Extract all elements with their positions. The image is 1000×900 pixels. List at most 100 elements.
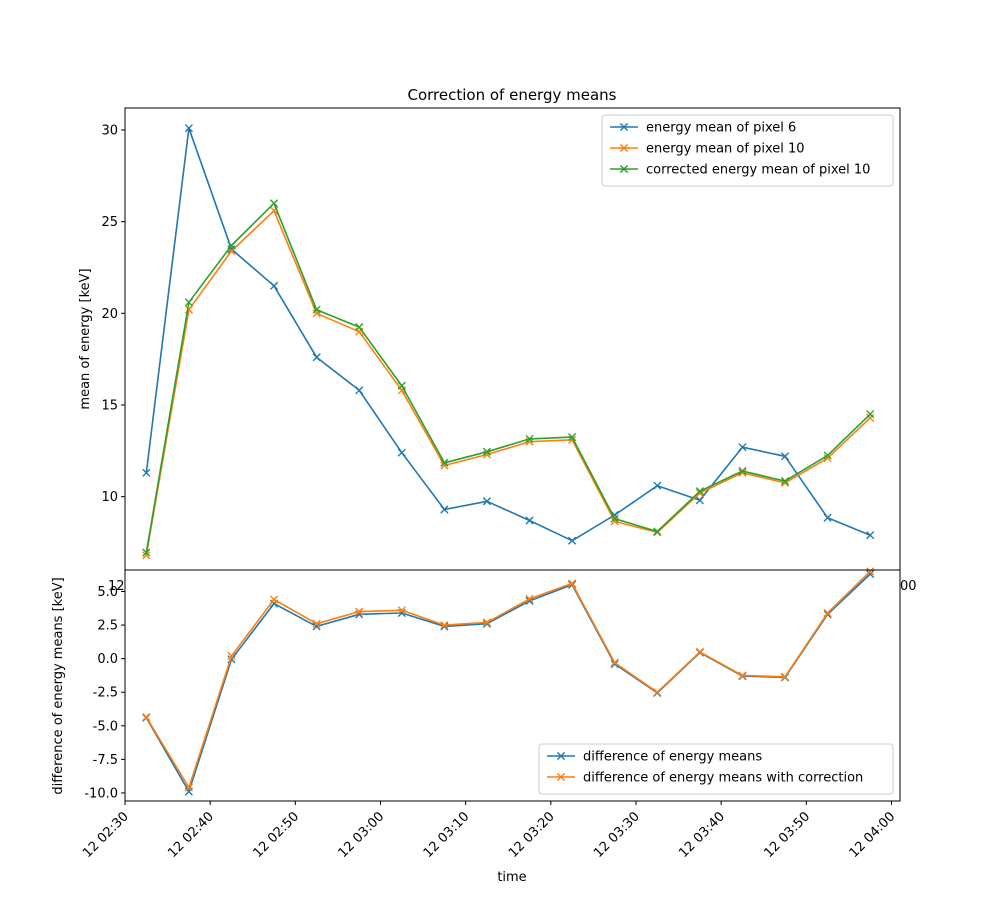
top-y-tick-label: 25 xyxy=(101,215,118,230)
top-series-0-point xyxy=(227,245,236,254)
top-legend-label: energy mean of pixel 6 xyxy=(646,121,796,136)
top-series-1-point xyxy=(142,551,151,560)
bottom-x-tick-label: 12 03:40 xyxy=(676,809,728,861)
top-series-0-point xyxy=(269,281,279,290)
top-series-2-point xyxy=(568,432,577,442)
top-series-0-point xyxy=(142,468,151,477)
bottom-series-1-point xyxy=(440,620,449,630)
top-series-line-1 xyxy=(145,209,871,556)
bottom-x-tick-label: 12 03:00 xyxy=(336,809,388,861)
bottom-series-1-point xyxy=(610,658,619,667)
bottom-y-tick-label: -7.5 xyxy=(93,753,118,768)
top-series-0-point xyxy=(184,124,193,133)
top-series-0-point xyxy=(780,452,790,461)
bottom-x-tick-label: 12 03:30 xyxy=(591,809,643,861)
bottom-series-1-point xyxy=(184,783,193,792)
bottom-series-0-point xyxy=(610,659,619,669)
bottom-series-1-point xyxy=(866,567,875,576)
bottom-legend-label: difference of energy means xyxy=(583,750,762,765)
top-series-0-point xyxy=(355,386,364,395)
top-series-2-point xyxy=(866,410,875,419)
top-series-2-point xyxy=(780,476,790,486)
top-y-tick-label: 10 xyxy=(101,490,118,505)
bottom-series-1-point xyxy=(738,671,747,680)
top-series-0-point xyxy=(312,353,321,362)
top-series-line-2 xyxy=(145,202,871,553)
top-series-2-point xyxy=(440,458,449,467)
bottom-legend-entry: difference of energy means with correcti… xyxy=(547,771,863,786)
bottom-y-tick-label: 0.0 xyxy=(97,652,118,667)
top-series-1-point xyxy=(440,461,449,470)
bottom-x-tick-label: 12 03:20 xyxy=(506,809,558,861)
bottom-y-axis-label: difference of energy means [keV] xyxy=(51,577,66,794)
bottom-series-0-point xyxy=(866,569,875,579)
bottom-y-tick-label: -10.0 xyxy=(84,786,118,801)
top-series-0-point xyxy=(738,443,747,452)
top-y-axis-label: mean of energy [keV] xyxy=(78,268,93,409)
bottom-series-1-point xyxy=(695,647,704,657)
top-series-0-point xyxy=(866,531,875,540)
top-series-2-point xyxy=(269,199,279,208)
top-series-2-point xyxy=(695,487,704,496)
top-legend-box xyxy=(601,114,894,187)
bottom-x-tick-label: 12 02:40 xyxy=(165,809,217,861)
bottom-series-1-point xyxy=(397,606,406,615)
bottom-x-tick-label: 12 03:10 xyxy=(421,809,473,861)
overlap-tick-fragment-left: 12 xyxy=(108,579,125,594)
bottom-x-tick-label: 12 03:50 xyxy=(761,809,813,861)
bottom-y-tick-label: 2.5 xyxy=(97,619,118,634)
top-legend-label: corrected energy mean of pixel 10 xyxy=(646,163,870,178)
top-legend-entry: corrected energy mean of pixel 10 xyxy=(610,163,870,178)
bottom-series-line-1 xyxy=(145,570,871,789)
bottom-legend-label: difference of energy means with correcti… xyxy=(583,771,863,786)
top-series-2-point xyxy=(823,451,832,460)
top-series-0-point xyxy=(440,505,449,514)
top-series-line-0 xyxy=(145,127,871,542)
bottom-y-tick-label: -2.5 xyxy=(93,686,118,701)
top-series-0-point xyxy=(525,516,534,525)
bottom-series-1-point xyxy=(269,595,279,604)
bottom-y-tick-label: -5.0 xyxy=(93,719,118,734)
top-series-1-point xyxy=(823,454,832,463)
top-y-tick-label: 20 xyxy=(101,307,118,322)
top-series-0-point xyxy=(397,448,406,457)
top-series-2-point xyxy=(738,466,747,476)
top-series-0-point xyxy=(568,536,577,545)
top-series-0-point xyxy=(482,497,492,506)
top-series-1-point xyxy=(738,468,747,477)
bottom-series-1-point xyxy=(568,579,577,588)
bottom-legend-box xyxy=(538,743,894,795)
top-legend-entry: energy mean of pixel 10 xyxy=(610,142,805,157)
bottom-legend-entry: difference of energy means xyxy=(547,750,762,765)
top-series-2-point xyxy=(610,514,619,523)
bottom-series-1-point xyxy=(142,712,151,722)
top-series-2-point xyxy=(653,527,662,536)
bottom-x-axis-label: time xyxy=(497,870,526,885)
top-series-2-point xyxy=(355,322,364,332)
bottom-x-tick-label: 12 02:50 xyxy=(250,809,302,861)
bottom-legend: difference of energy means difference of … xyxy=(538,743,894,795)
top-legend: energy mean of pixel 6 energy mean of pix… xyxy=(601,114,894,187)
bottom-series-1-point xyxy=(355,607,364,616)
bottom-series-1-point xyxy=(227,651,236,661)
overlap-tick-fragment-right: 00 xyxy=(900,579,917,594)
bottom-series-1-point xyxy=(482,618,492,627)
bottom-axes-frame xyxy=(124,569,901,802)
bottom-series-1-point xyxy=(780,672,790,681)
top-series-0-point xyxy=(695,496,704,505)
top-series-2-point xyxy=(525,434,534,444)
top-series-0-point xyxy=(823,513,832,522)
bottom-y-tick-label: 5.0 xyxy=(97,585,118,600)
bottom-x-tick-label: 12 02:30 xyxy=(80,809,132,861)
top-y-tick-label: 15 xyxy=(101,399,118,414)
top-series-2-point xyxy=(482,447,492,456)
top-y-tick-label: 30 xyxy=(101,124,118,139)
top-series-2-point xyxy=(184,298,193,307)
top-series-2-point xyxy=(312,305,321,314)
bottom-series-0-point xyxy=(312,622,321,631)
bottom-series-1-point xyxy=(823,608,832,618)
top-legend-entry: energy mean of pixel 6 xyxy=(610,121,796,136)
bottom-series-1-point xyxy=(525,594,534,603)
